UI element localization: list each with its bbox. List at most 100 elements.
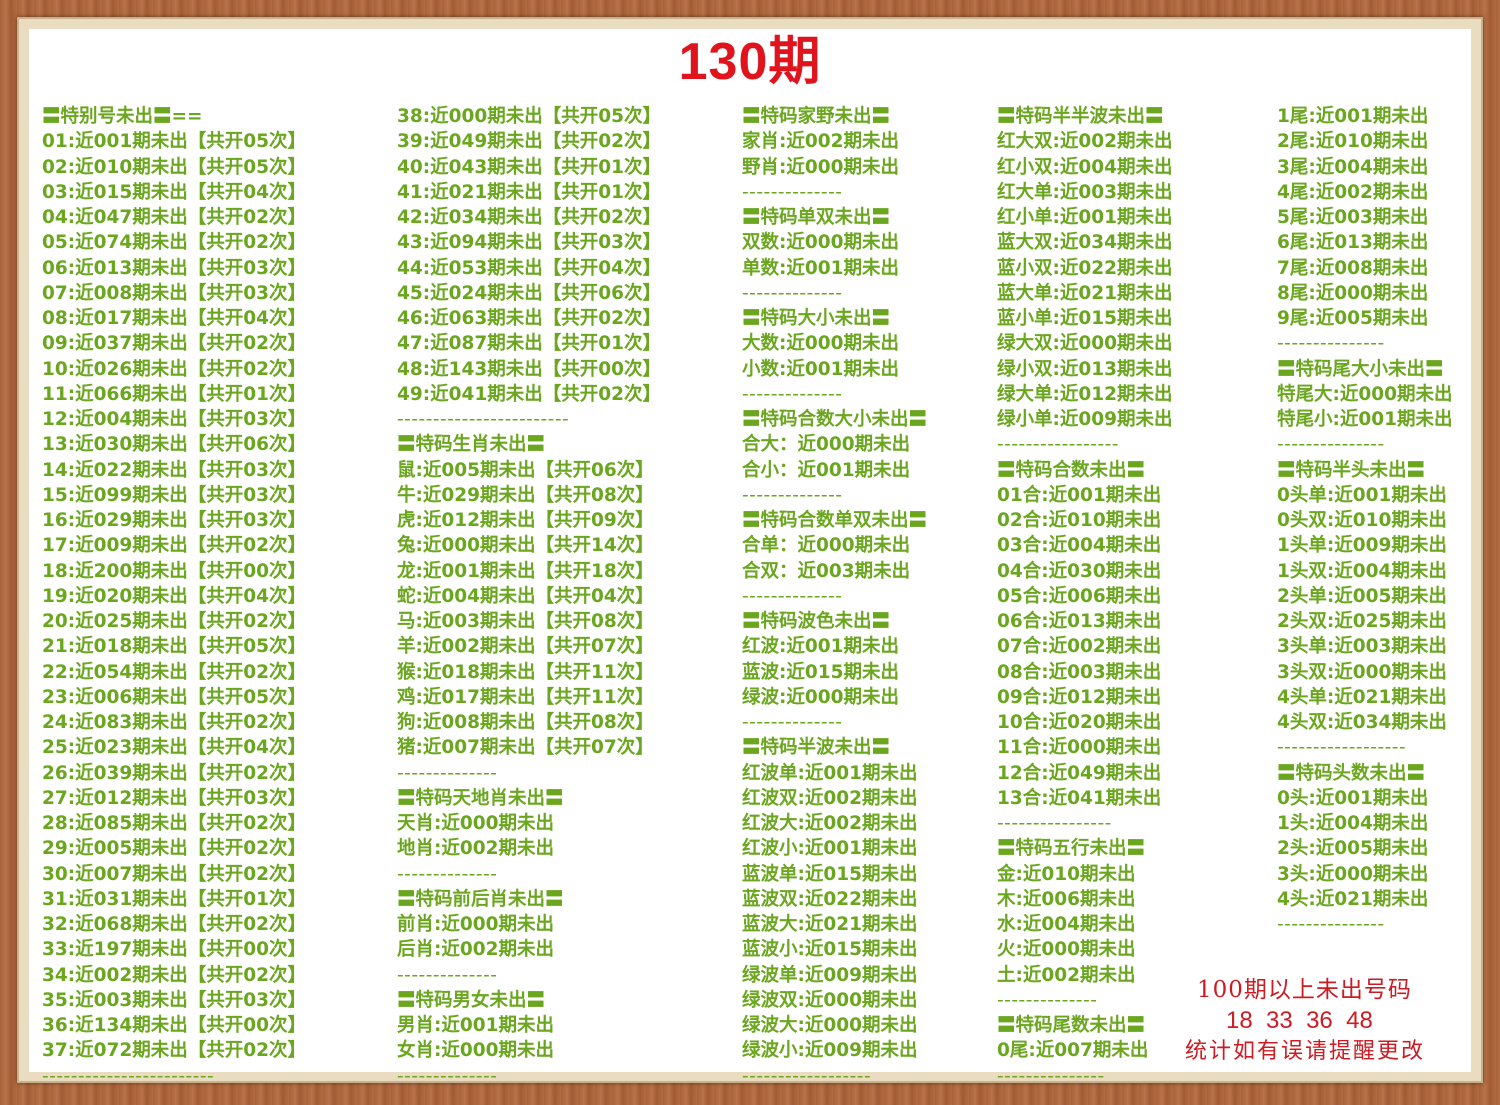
- stat-line: 12:近004期未出【共开03次】: [42, 409, 307, 430]
- stat-line: 红波大:近002期未出: [742, 813, 918, 834]
- stat-line: 33:近197期未出【共开00次】: [42, 939, 307, 961]
- stat-line: 蓝大单:近021期未出: [997, 282, 1173, 304]
- stat-line: 49:近041期未出【共开02次】: [397, 383, 662, 405]
- divider: --------------: [742, 383, 843, 405]
- stat-line: 双数:近000期未出: [742, 232, 900, 254]
- divider: --------------: [397, 964, 498, 986]
- stat-line: 06:近013期未出【共开03次】: [42, 257, 307, 279]
- stat-line: 红波:近001期未出: [742, 636, 900, 658]
- stat-line: 3尾:近004期未出: [1277, 156, 1429, 178]
- divider: ----------------: [997, 813, 1112, 834]
- stat-line: 07:近008期未出【共开03次】: [42, 282, 307, 304]
- section-header: 〓特码合数未出〓: [997, 459, 1146, 481]
- stat-line: 红大双:近002期未出: [997, 131, 1173, 153]
- stat-line: 08合:近003期未出: [997, 661, 1162, 683]
- section-header: 〓特别号未出〓==: [42, 106, 203, 127]
- stat-line: 绿大单:近012期未出: [997, 383, 1173, 405]
- stat-line: 07合:近002期未出: [997, 636, 1162, 658]
- stat-line: 鼠:近005期未出【共开06次】: [397, 459, 654, 481]
- stat-line: 41:近021期未出【共开01次】: [397, 181, 662, 203]
- stat-line: 羊:近002期未出【共开07次】: [397, 636, 654, 658]
- stat-line: 10合:近020期未出: [997, 712, 1162, 733]
- stat-line: 09:近037期未出【共开02次】: [42, 333, 307, 355]
- stat-line: 35:近003期未出【共开03次】: [42, 989, 307, 1011]
- divider: --------------: [397, 762, 498, 784]
- stat-line: 蓝波大:近021期未出: [742, 914, 918, 935]
- stat-line: 42:近034期未出【共开02次】: [397, 207, 662, 228]
- stat-line: 红大单:近003期未出: [997, 181, 1173, 203]
- stat-line: 13合:近041期未出: [997, 787, 1162, 809]
- stat-line: 红小双:近004期未出: [997, 156, 1173, 178]
- divider: --------------: [742, 585, 843, 607]
- stat-line: 男肖:近001期未出: [397, 1015, 555, 1036]
- stat-line: 37:近072期未出【共开02次】: [42, 1040, 307, 1062]
- stat-line: 04:近047期未出【共开02次】: [42, 207, 307, 228]
- stat-line: 绿波小:近009期未出: [742, 1040, 918, 1062]
- stat-line: 32:近068期未出【共开02次】: [42, 914, 307, 935]
- stat-line: 0头双:近010期未出: [1277, 510, 1447, 531]
- stat-line: 单数:近001期未出: [742, 257, 900, 279]
- stat-line: 猴:近018期未出【共开11次】: [397, 661, 654, 683]
- section-header: 〓特码尾大小未出〓: [1277, 358, 1444, 380]
- stat-line: 合单：近000期未出: [742, 535, 911, 557]
- page-title: 130期: [678, 33, 822, 91]
- stat-line: 牛:近029期未出【共开08次】: [397, 484, 654, 506]
- stat-line: 绿小单:近009期未出: [997, 409, 1173, 430]
- stat-line: 天肖:近000期未出: [397, 813, 555, 834]
- stat-line: 小数:近001期未出: [742, 358, 900, 380]
- stat-line: 20:近025期未出【共开02次】: [42, 611, 307, 632]
- stat-line: 蓝大双:近034期未出: [997, 232, 1173, 254]
- divider: --------------: [997, 989, 1098, 1011]
- stat-line: 47:近087期未出【共开01次】: [397, 333, 662, 355]
- stat-line: 30:近007期未出【共开02次】: [42, 863, 307, 885]
- stat-line: 鸡:近017期未出【共开11次】: [397, 686, 654, 708]
- stat-line: 1头双:近004期未出: [1277, 560, 1447, 582]
- stat-line: 地肖:近002期未出: [397, 838, 555, 860]
- stat-line: 24:近083期未出【共开02次】: [42, 712, 307, 733]
- stat-line: 14:近022期未出【共开03次】: [42, 459, 307, 481]
- stat-line: 8尾:近000期未出: [1277, 282, 1429, 304]
- divider: --------------: [742, 712, 843, 733]
- stat-line: 38:近000期未出【共开05次】: [397, 106, 662, 127]
- section-header: 〓特码五行未出〓: [997, 838, 1146, 860]
- stat-line: 18:近200期未出【共开00次】: [42, 560, 307, 582]
- stat-line: 31:近031期未出【共开01次】: [42, 888, 307, 910]
- stat-line: 05:近074期未出【共开02次】: [42, 232, 307, 254]
- divider: -----------------: [997, 434, 1119, 456]
- stat-line: 虎:近012期未出【共开09次】: [397, 510, 654, 531]
- stat-line: 2头单:近005期未出: [1277, 585, 1447, 607]
- stat-line: 17:近009期未出【共开02次】: [42, 535, 307, 557]
- stat-line: 01:近001期未出【共开05次】: [42, 131, 307, 153]
- divider: ------------------------: [397, 409, 570, 430]
- section-header: 〓特码半波未出〓: [742, 737, 891, 759]
- stat-line: 红小单:近001期未出: [997, 207, 1173, 228]
- stat-line: 合大：近000期未出: [742, 434, 911, 456]
- stat-line: 1头:近004期未出: [1277, 813, 1429, 834]
- stat-line: 0尾:近007期未出: [997, 1040, 1149, 1062]
- stat-line: 后肖:近002期未出: [397, 939, 555, 961]
- section-header: 〓特码半半波未出〓: [997, 106, 1164, 127]
- stat-line: 40:近043期未出【共开01次】: [397, 156, 662, 178]
- stat-line: 09合:近012期未出: [997, 686, 1162, 708]
- stat-line: 1尾:近001期未出: [1277, 106, 1429, 127]
- section-header: 〓特码头数未出〓: [1277, 762, 1426, 784]
- stat-line: 绿波双:近000期未出: [742, 989, 918, 1011]
- divider: --------------: [742, 282, 843, 304]
- stat-line: 13:近030期未出【共开06次】: [42, 434, 307, 456]
- section-header: 〓特码男女未出〓: [397, 989, 546, 1011]
- stat-line: 3头:近000期未出: [1277, 863, 1429, 885]
- stat-line: 女肖:近000期未出: [397, 1040, 555, 1062]
- stat-line: 3头单:近003期未出: [1277, 636, 1447, 658]
- section-header: 〓特码家野未出〓: [742, 106, 891, 127]
- stat-line: 02合:近010期未出: [997, 510, 1162, 531]
- stat-line: 25:近023期未出【共开04次】: [42, 737, 307, 759]
- note-line-3: 统计如有误请提醒更改: [1185, 1039, 1426, 1064]
- stat-line: 28:近085期未出【共开02次】: [42, 813, 307, 834]
- stat-line: 特尾小:近001期未出: [1277, 409, 1453, 430]
- stat-line: 绿波单:近009期未出: [742, 964, 918, 986]
- stat-line: 木:近006期未出: [997, 888, 1136, 910]
- stat-line: 特尾大:近000期未出: [1277, 383, 1453, 405]
- stat-line: 29:近005期未出【共开02次】: [42, 838, 307, 860]
- section-header: 〓特码合数单双未出〓: [742, 510, 928, 531]
- stat-line: 21:近018期未出【共开05次】: [42, 636, 307, 658]
